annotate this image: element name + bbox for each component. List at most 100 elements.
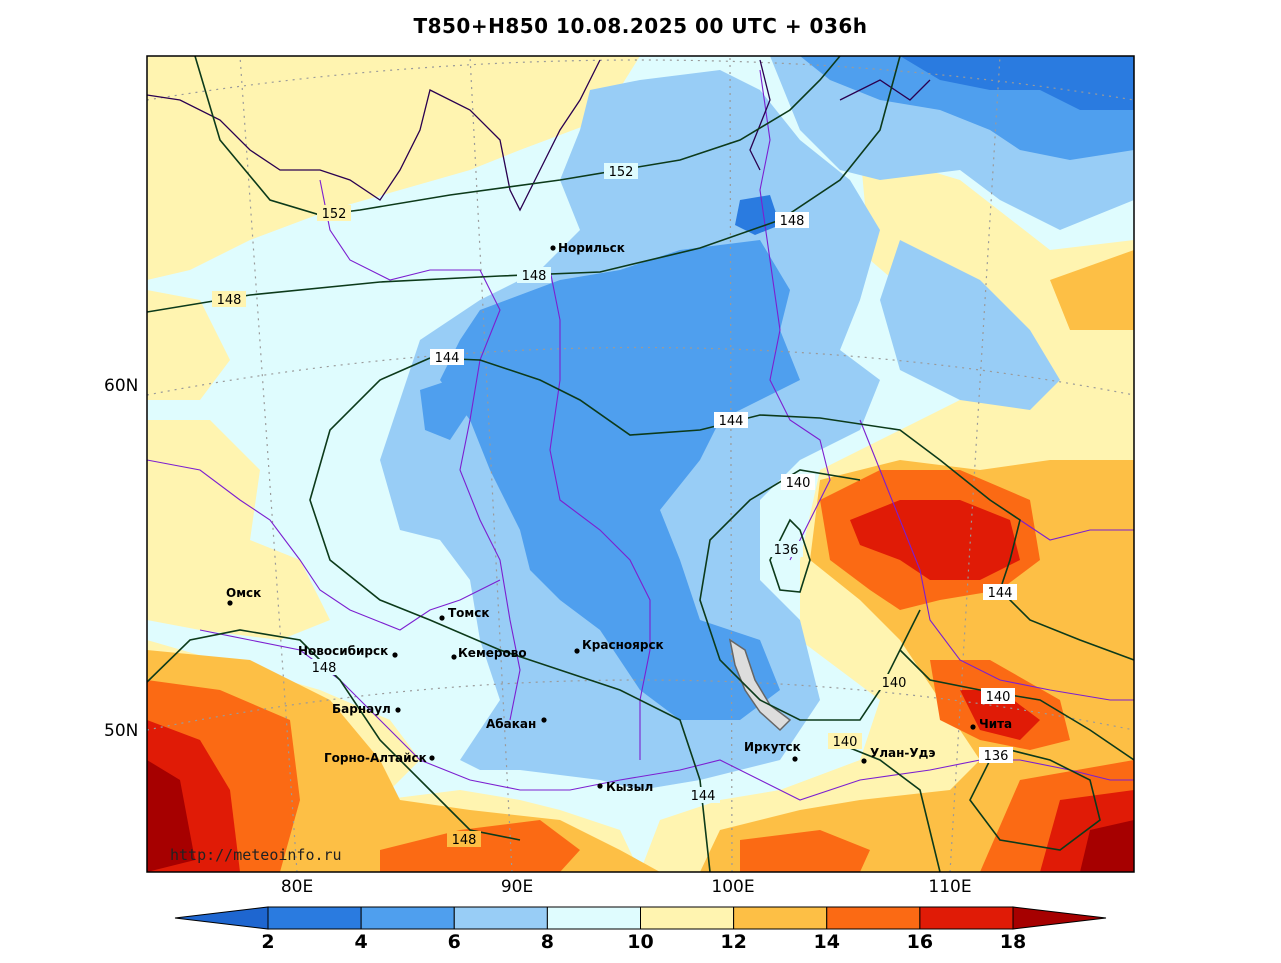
isoline-136-chita bbox=[969, 749, 1101, 851]
colorbar-bin bbox=[733, 906, 828, 930]
isoline-label-text: 148 bbox=[522, 269, 547, 284]
city-abakan: Абакан bbox=[486, 717, 547, 731]
city-gorno-altaysk: Горно-Алтайск bbox=[324, 751, 435, 765]
isoline-label-text: 140 bbox=[833, 735, 858, 750]
colorbar-tick-label: 10 bbox=[627, 931, 653, 953]
field-12-14-ne bbox=[1050, 250, 1134, 330]
isoline-label: 152 bbox=[604, 163, 638, 180]
isoline-148-north bbox=[147, 56, 901, 313]
isoline-label: 136 bbox=[769, 541, 803, 558]
isoline-label: 148 bbox=[212, 291, 246, 308]
borders bbox=[147, 69, 1134, 801]
city-label: Красноярск bbox=[582, 638, 664, 652]
city-kemerovo: Кемерово bbox=[451, 646, 527, 660]
city-label: Кемерово bbox=[458, 646, 527, 660]
city-label: Абакан bbox=[486, 717, 536, 731]
isoline-label-text: 152 bbox=[609, 165, 634, 180]
isoline-label: 140 bbox=[981, 688, 1015, 705]
city-chita: Чита bbox=[970, 717, 1012, 731]
isoline-144-west bbox=[309, 357, 711, 872]
city-label: Норильск bbox=[558, 241, 625, 255]
colorbar-tick-label: 8 bbox=[541, 931, 554, 953]
city-label: Барнаул bbox=[332, 702, 391, 716]
isoline-label: 136 bbox=[979, 747, 1013, 764]
lat-label-60n: 60N bbox=[104, 376, 138, 396]
field-4-6-spot bbox=[420, 380, 470, 440]
temperature-field bbox=[147, 56, 1134, 872]
isoline-label: 144 bbox=[686, 787, 720, 804]
coastline bbox=[147, 59, 931, 212]
city-label: Горно-Алтайск bbox=[324, 751, 427, 765]
isoline-label-text: 144 bbox=[719, 414, 744, 429]
isoline-label-text: 140 bbox=[882, 676, 907, 691]
field-16-18-east bbox=[850, 500, 1020, 580]
city-novosibirsk: Новосибирск bbox=[298, 644, 398, 658]
isoline-label: 140 bbox=[828, 733, 862, 750]
city-label: Улан-Удэ bbox=[870, 746, 935, 760]
field-warm-w2 bbox=[147, 290, 230, 400]
city-krasnoyarsk: Красноярск bbox=[574, 638, 664, 654]
colorbar-tick-label: 14 bbox=[814, 931, 840, 953]
field-2-4-spot bbox=[735, 195, 780, 235]
field-warm-nw bbox=[147, 56, 640, 280]
city-markers: Норильск Омск Томск Новосибирск Кемерово… bbox=[226, 241, 1012, 794]
field-4-6-central bbox=[440, 240, 800, 720]
colorbar-bin bbox=[546, 906, 641, 930]
isoline-label: 140 bbox=[877, 674, 911, 691]
colorbar-tick-label: 4 bbox=[355, 931, 368, 953]
isoline-label-text: 136 bbox=[774, 543, 799, 558]
field-18-sw bbox=[147, 760, 195, 872]
isoline-labels: 152 152 148 148 148 148 148 144 bbox=[212, 163, 1017, 848]
city-label: Томск bbox=[448, 606, 490, 620]
field-14-16-s2 bbox=[740, 830, 870, 872]
isoline-label-text: 144 bbox=[435, 351, 460, 366]
city-irkutsk: Иркутск bbox=[744, 740, 801, 762]
isoline-148-sw bbox=[147, 629, 521, 841]
colorbar-bin bbox=[826, 906, 921, 930]
colorbar-bin bbox=[360, 906, 455, 930]
lat-label-50n: 50N bbox=[104, 721, 138, 741]
isoline-label: 148 bbox=[307, 659, 341, 676]
field-2-4-north bbox=[900, 56, 1134, 110]
isoline-label: 148 bbox=[447, 831, 481, 848]
isoline-label-text: 152 bbox=[322, 207, 347, 222]
isoline-label-text: 144 bbox=[988, 586, 1013, 601]
city-tomsk: Томск bbox=[439, 606, 490, 621]
city-kyzyl: Кызыл bbox=[597, 780, 653, 794]
colorbar-tick-label: 18 bbox=[1000, 931, 1026, 953]
colorbar-bin bbox=[453, 906, 548, 930]
field-warm-west bbox=[147, 420, 330, 640]
isoline-label-text: 148 bbox=[217, 293, 242, 308]
city-label: Кызыл bbox=[606, 780, 653, 794]
map-title: T850+H850 10.08.2025 00 UTC + 036h bbox=[413, 14, 868, 38]
city-norilsk: Норильск bbox=[550, 241, 625, 255]
colorbar-bin bbox=[919, 906, 1014, 930]
colorbar-bin bbox=[267, 906, 362, 930]
field-6-8-ne2 bbox=[880, 240, 1060, 410]
city-barnaul: Барнаул bbox=[332, 702, 401, 716]
field-18-se bbox=[1080, 820, 1134, 872]
colorbar-extend-low bbox=[174, 906, 269, 930]
city-ulan-ude: Улан-Удэ bbox=[861, 746, 935, 764]
field-16-18-chita bbox=[960, 690, 1040, 740]
isoline-label: 152 bbox=[317, 205, 351, 222]
isoline-label: 144 bbox=[430, 349, 464, 366]
isoline-label: 148 bbox=[775, 212, 809, 229]
isoline-label-text: 140 bbox=[986, 690, 1011, 705]
colorbar-tick-label: 16 bbox=[907, 931, 933, 953]
isoline-label-text: 144 bbox=[691, 789, 716, 804]
city-omsk: Омск bbox=[226, 586, 261, 606]
isoline-label-text: 148 bbox=[452, 833, 477, 848]
isoline-140-s bbox=[829, 739, 941, 872]
isoline-label: 144 bbox=[983, 584, 1017, 601]
city-label: Новосибирск bbox=[298, 644, 388, 658]
isoline-label-text: 136 bbox=[984, 749, 1009, 764]
credit-link[interactable]: http://meteoinfo.ru bbox=[170, 846, 342, 864]
lon-label-90e: 90E bbox=[501, 877, 533, 897]
isoline-label: 140 bbox=[781, 474, 815, 491]
isoline-label-text: 140 bbox=[786, 476, 811, 491]
map-frame bbox=[146, 55, 1135, 873]
lake-baikal bbox=[728, 638, 792, 732]
colorbar: 2 4 6 8 10 12 14 16 18 bbox=[174, 906, 1107, 953]
